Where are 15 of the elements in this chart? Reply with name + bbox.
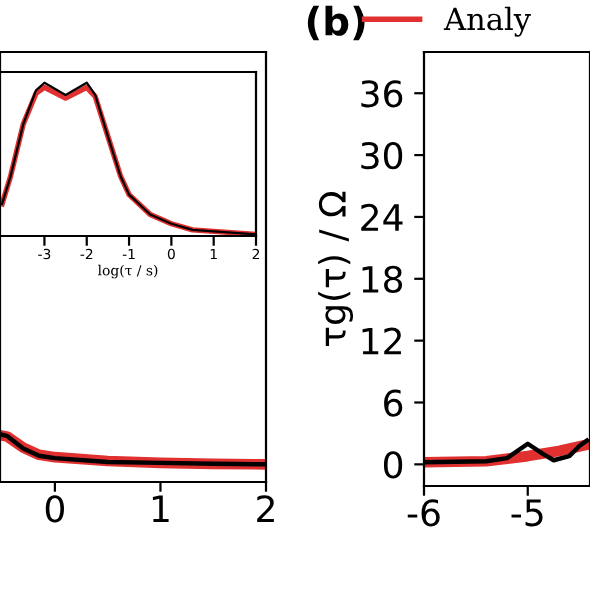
y-tick-label: 6 — [384, 389, 403, 417]
y-tick-label: 12 — [362, 327, 401, 355]
y-tick-label: 24 — [361, 203, 403, 231]
y-tick-label: 30 — [361, 142, 403, 170]
x-tick-label: 0 — [45, 495, 64, 523]
y-tick-label: 36 — [361, 80, 403, 108]
y-tick-label: 0 — [383, 451, 403, 479]
x-tick-label: 2 — [257, 495, 274, 522]
x-tick-label: -5 — [511, 499, 543, 527]
x-tick-label: 1 — [152, 495, 169, 522]
chart-title: (b) — [307, 5, 365, 41]
legend-label: Analy — [443, 6, 531, 37]
y-axis-title: τg(τ) / Ω — [318, 191, 354, 346]
y-tick-label: 18 — [362, 265, 403, 294]
x-tick-label: -6 — [407, 499, 440, 527]
